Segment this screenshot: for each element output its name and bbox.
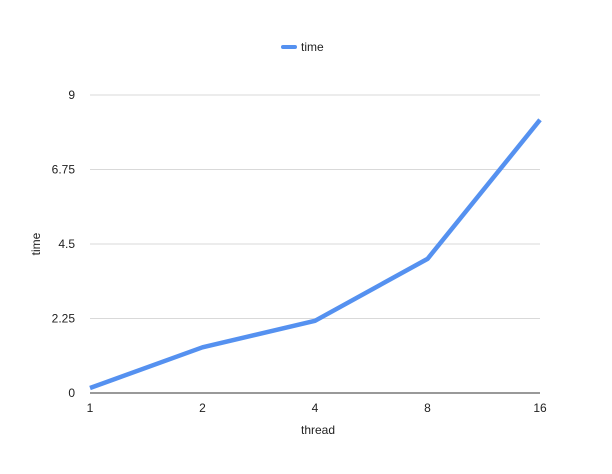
y-tick-label: 9 — [68, 88, 75, 102]
y-tick-labels: 0 2.25 4.5 6.75 9 — [52, 88, 76, 400]
x-tick-label: 4 — [312, 401, 319, 415]
y-tick-label: 6.75 — [52, 163, 76, 177]
legend: time — [283, 40, 324, 54]
y-axis-title: time — [29, 232, 43, 255]
y-tick-label: 2.25 — [52, 312, 76, 326]
x-tick-labels: 1 2 4 8 16 — [87, 401, 547, 415]
series — [90, 120, 540, 388]
series-line-time — [90, 120, 540, 388]
y-tick-label: 4.5 — [58, 237, 75, 251]
x-tick-label: 8 — [424, 401, 431, 415]
legend-label-time: time — [301, 40, 324, 54]
x-tick-label: 2 — [199, 401, 206, 415]
x-axis-title: thread — [301, 423, 335, 437]
x-tick-label: 16 — [533, 401, 547, 415]
x-tick-label: 1 — [87, 401, 94, 415]
y-tick-label: 0 — [68, 386, 75, 400]
